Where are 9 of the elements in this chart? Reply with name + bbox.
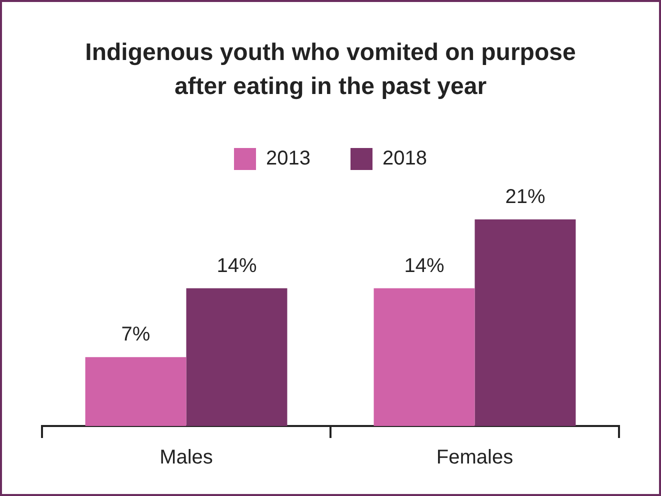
x-tick-label: Males [160, 446, 213, 469]
data-label: 14% [216, 254, 257, 277]
data-label: 14% [404, 254, 444, 277]
data-label: 21% [505, 186, 546, 208]
data-label: 7% [121, 324, 150, 346]
chart-title: Indigenous youth who vomited on purpose after eating in the past year [84, 38, 577, 102]
legend-label: 2013 [266, 148, 311, 170]
x-tick-label: Females [436, 446, 514, 469]
legend-label: 2018 [382, 148, 427, 170]
